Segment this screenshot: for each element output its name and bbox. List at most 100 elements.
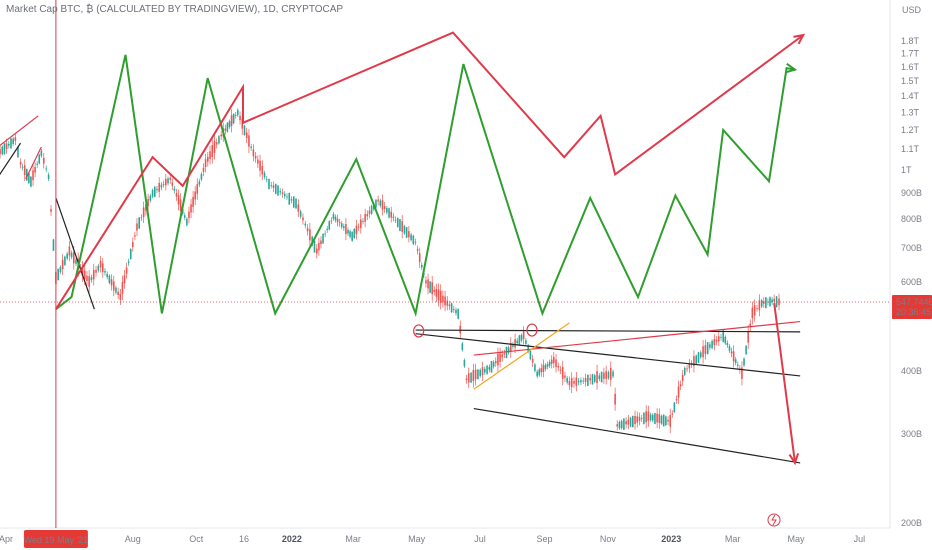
- candle-body: [272, 185, 275, 188]
- trendline[interactable]: [473, 320, 801, 356]
- candle-body: [345, 224, 347, 234]
- candle-body: [99, 260, 102, 268]
- candle-body: [388, 208, 390, 218]
- candle-body: [683, 367, 686, 375]
- trendline[interactable]: [415, 329, 801, 333]
- trendline[interactable]: [55, 197, 95, 310]
- marker-circle[interactable]: [413, 324, 425, 338]
- candle-body: [486, 365, 488, 374]
- candle-body: [8, 143, 10, 146]
- candle-body: [529, 350, 532, 360]
- candle-body: [467, 373, 470, 383]
- candle-body: [702, 346, 704, 358]
- candle-body: [711, 340, 713, 349]
- candle-body: [81, 266, 84, 277]
- arrowhead: [785, 63, 798, 74]
- candle-body: [349, 231, 351, 237]
- candle-body: [697, 352, 700, 363]
- candle-body: [627, 419, 630, 425]
- candle-body: [749, 323, 752, 328]
- candle-body: [420, 264, 423, 268]
- candle-body: [408, 231, 410, 238]
- trendline[interactable]: [415, 333, 801, 377]
- candle-body: [582, 380, 585, 382]
- candle-body: [546, 364, 549, 367]
- candle-body: [640, 418, 643, 419]
- candle-body: [224, 128, 227, 131]
- candle-body: [59, 267, 62, 273]
- candle-body: [717, 336, 720, 342]
- lightning-icon[interactable]: [767, 513, 781, 527]
- projection-line[interactable]: [55, 31, 804, 310]
- candle-body: [643, 412, 645, 425]
- chart-header: Market Cap BTC, ₿ (CALCULATED BY TRADING…: [6, 4, 347, 15]
- candle-body: [667, 419, 669, 422]
- candle-body: [461, 343, 464, 351]
- candle-body: [279, 191, 282, 193]
- candle-body: [555, 359, 557, 368]
- candle-body: [243, 125, 246, 135]
- candle-body: [347, 229, 349, 234]
- candle-body: [252, 149, 255, 157]
- trendline[interactable]: [0, 142, 22, 213]
- projection-line[interactable]: [55, 54, 796, 318]
- candle-body: [257, 159, 259, 164]
- trendline[interactable]: [25, 146, 42, 180]
- candle-body: [101, 263, 104, 273]
- candle-body: [3, 143, 6, 155]
- candle-body: [726, 343, 729, 346]
- candle-body: [175, 192, 178, 197]
- candle-body: [50, 209, 52, 212]
- candle-body: [573, 380, 575, 384]
- candle-body: [165, 178, 167, 186]
- candle-body: [450, 303, 453, 313]
- candle-body: [112, 281, 115, 291]
- candle-body: [566, 377, 568, 383]
- candle-body: [439, 290, 442, 303]
- candle-body: [561, 367, 564, 379]
- candle-body: [226, 122, 229, 132]
- crosshair-date-label: Wed 19 May '21: [24, 535, 89, 545]
- candle-body: [632, 415, 634, 428]
- candle-body: [57, 268, 59, 281]
- candle-body: [765, 297, 767, 309]
- candle-body: [553, 356, 555, 364]
- candle-body: [125, 267, 128, 274]
- candle-body: [570, 377, 573, 388]
- price-label-box: [892, 294, 932, 319]
- candle-body: [366, 214, 369, 217]
- candle-body: [564, 375, 566, 378]
- candle-body: [771, 299, 773, 303]
- candle-body: [688, 363, 691, 369]
- candle-body: [68, 246, 71, 256]
- projection-line[interactable]: [773, 302, 796, 464]
- candle-body: [309, 229, 311, 241]
- candle-body: [232, 113, 235, 124]
- trendline[interactable]: [473, 407, 801, 464]
- y-tick-label: 400B: [901, 366, 922, 376]
- candle-body: [720, 337, 722, 338]
- candle-body: [261, 165, 264, 175]
- trendline[interactable]: [473, 322, 570, 390]
- candle-body: [237, 110, 239, 116]
- x-tick-label: 16: [239, 534, 249, 544]
- countdown-label: 20:36:45: [896, 307, 931, 317]
- y-tick-label: 1T: [901, 165, 912, 175]
- candle-body: [330, 220, 333, 222]
- trendline[interactable]: [0, 115, 39, 166]
- candle-body: [557, 366, 560, 368]
- candle-body: [28, 173, 30, 184]
- x-tick-label: Jul: [854, 534, 866, 544]
- candle-body: [584, 377, 587, 383]
- candle-body: [457, 309, 459, 319]
- candle-body: [364, 214, 366, 222]
- candle-body: [283, 193, 286, 197]
- candle-body: [587, 374, 589, 386]
- candle-body: [375, 200, 377, 208]
- candle-body: [129, 248, 132, 260]
- candle-body: [14, 137, 17, 141]
- candle-body: [732, 351, 735, 362]
- marker-circle[interactable]: [526, 323, 538, 337]
- candle-body: [544, 365, 547, 370]
